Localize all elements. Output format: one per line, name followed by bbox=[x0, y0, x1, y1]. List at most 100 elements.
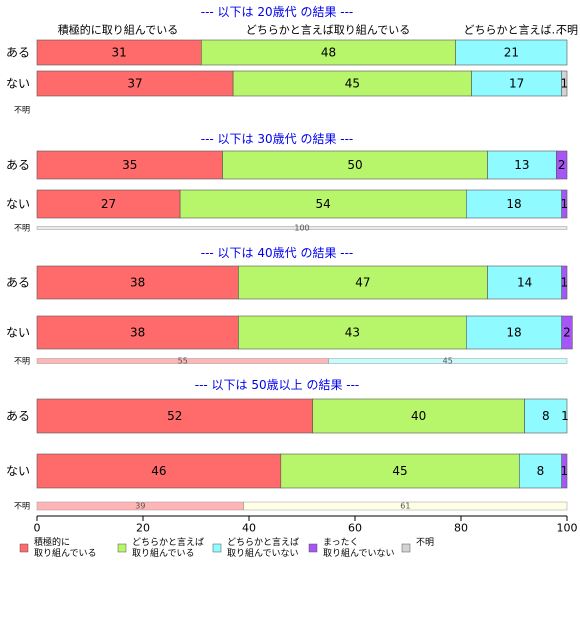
row-label: ない bbox=[6, 464, 30, 478]
bar-segment bbox=[36, 70, 234, 97]
bar-segment bbox=[455, 39, 568, 66]
bar-segment bbox=[36, 453, 282, 489]
top-header-4: 不明 bbox=[556, 24, 578, 37]
unknown-label: 不明 bbox=[14, 106, 30, 115]
bar-segment bbox=[524, 398, 568, 434]
legend-label: 取り組んでいる bbox=[34, 547, 97, 559]
unknown-label: 不明 bbox=[14, 224, 30, 233]
bar-value-label: 46 bbox=[151, 464, 166, 478]
legend-label: 取り組んでいない bbox=[323, 547, 395, 559]
group-heading: --- 以下は 20歳代 の結果 --- bbox=[201, 5, 354, 19]
bar-segment bbox=[561, 265, 568, 300]
bar-value-label: 38 bbox=[130, 326, 145, 340]
unknown-value-label: 100 bbox=[294, 224, 309, 233]
unknown-value-label: 45 bbox=[443, 357, 453, 366]
unknown-segment bbox=[328, 358, 568, 364]
bar-segment bbox=[561, 453, 568, 489]
bar-value-label: 1 bbox=[561, 464, 569, 478]
bar-segment bbox=[312, 398, 525, 434]
top-header-2: どちらかと言えば取り組んでいる bbox=[246, 24, 410, 37]
bar-value-label: 2 bbox=[563, 326, 571, 340]
legend-label: 取り組んでいない bbox=[227, 547, 299, 559]
bar-value-label: 1 bbox=[561, 197, 569, 211]
unknown-segment bbox=[243, 501, 568, 511]
bar-value-label: 31 bbox=[112, 46, 127, 60]
bar-value-label: 35 bbox=[122, 158, 137, 172]
legend-label: 積極的に bbox=[34, 536, 70, 548]
x-tick-label: 100 bbox=[557, 522, 578, 535]
bar-value-label: 54 bbox=[316, 197, 331, 211]
bar-value-label: 40 bbox=[411, 409, 426, 423]
bar-value-label: 14 bbox=[517, 276, 532, 290]
bar-segment bbox=[280, 453, 520, 489]
bar-value-label: 38 bbox=[130, 276, 145, 290]
bar-segment bbox=[36, 150, 223, 180]
unknown-label: 不明 bbox=[14, 357, 30, 366]
unknown-value-label: 55 bbox=[178, 357, 188, 366]
top-header-1: 積極的に取り組んでいる bbox=[58, 23, 178, 37]
bar-segment bbox=[518, 453, 562, 489]
bar-value-label: 48 bbox=[321, 46, 336, 60]
x-tick-label: 0 bbox=[34, 522, 41, 535]
bar-value-label: 37 bbox=[127, 77, 142, 91]
legend-label: まったく bbox=[323, 537, 359, 548]
bar-value-label: 1 bbox=[561, 409, 569, 423]
x-tick-label: 20 bbox=[136, 522, 150, 535]
bar-value-label: 45 bbox=[345, 77, 360, 91]
legend-swatch bbox=[401, 543, 411, 553]
bar-segment bbox=[201, 39, 456, 66]
bar-value-label: 18 bbox=[506, 197, 521, 211]
row-label: ある bbox=[6, 276, 30, 290]
x-tick-label: 80 bbox=[454, 522, 468, 535]
bar-value-label: 1 bbox=[561, 77, 569, 91]
x-tick-label: 40 bbox=[242, 522, 256, 535]
legend-swatch bbox=[117, 543, 127, 553]
row-label: ある bbox=[6, 158, 30, 172]
bar-value-label: 52 bbox=[167, 409, 182, 423]
bar-value-label: 2 bbox=[558, 158, 566, 172]
bar-segment bbox=[561, 70, 568, 97]
row-label: ない bbox=[6, 197, 30, 211]
group-heading: --- 以下は 30歳代 の結果 --- bbox=[201, 132, 354, 146]
bar-segment bbox=[561, 315, 573, 350]
group-heading: --- 以下は 40歳代 の結果 --- bbox=[201, 246, 354, 260]
bar-value-label: 13 bbox=[514, 158, 529, 172]
bar-value-label: 18 bbox=[506, 326, 521, 340]
bar-value-label: 8 bbox=[542, 409, 550, 423]
bar-value-label: 17 bbox=[509, 77, 524, 91]
bar-segment bbox=[465, 189, 562, 219]
legend-label: 不明 bbox=[416, 537, 434, 548]
bar-segment bbox=[36, 39, 202, 66]
bar-value-label: 50 bbox=[347, 158, 362, 172]
legend-swatch bbox=[308, 543, 318, 553]
row-label: ある bbox=[6, 46, 30, 60]
bar-segment bbox=[465, 315, 562, 350]
legend-swatch bbox=[212, 543, 222, 553]
bar-segment bbox=[232, 70, 472, 97]
row-label: ある bbox=[6, 409, 30, 423]
legend-label: どちらかと言えば bbox=[227, 536, 299, 548]
bar-value-label: 47 bbox=[355, 276, 370, 290]
bar-segment bbox=[238, 265, 488, 300]
bar-segment bbox=[561, 189, 568, 219]
unknown-value-label: 61 bbox=[400, 502, 410, 511]
bar-value-label: 45 bbox=[392, 464, 407, 478]
bar-value-label: 1 bbox=[561, 276, 569, 290]
bar-segment bbox=[222, 150, 488, 180]
row-label: ない bbox=[6, 77, 30, 91]
legend-label: 取り組んでいる bbox=[132, 547, 195, 559]
unknown-segment bbox=[36, 226, 568, 230]
top-header-3: どちらかと言えば… bbox=[464, 24, 563, 37]
bar-segment bbox=[238, 315, 467, 350]
bar-value-label: 8 bbox=[537, 464, 545, 478]
unknown-value-label: 39 bbox=[135, 502, 145, 511]
legend-label: どちらかと言えば bbox=[132, 536, 204, 548]
bar-segment bbox=[556, 150, 568, 180]
bar-value-label: 21 bbox=[504, 46, 519, 60]
row-label: ない bbox=[6, 326, 30, 340]
x-tick-label: 60 bbox=[348, 522, 362, 535]
bar-segment bbox=[36, 265, 239, 300]
bar-value-label: 43 bbox=[345, 326, 360, 340]
bar-segment bbox=[487, 150, 557, 180]
